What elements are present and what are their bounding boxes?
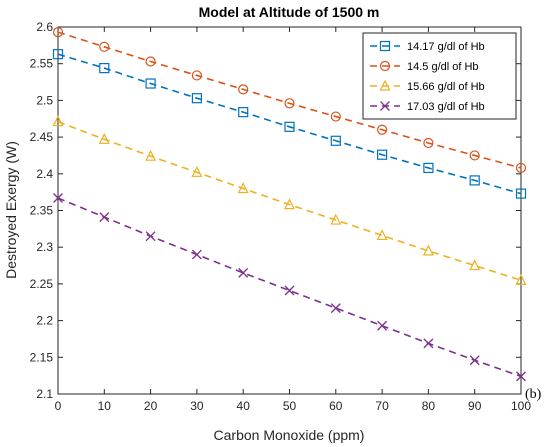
data-point <box>423 137 434 149</box>
data-point <box>284 285 295 296</box>
data-point <box>237 182 249 194</box>
data-point <box>377 124 388 135</box>
x-tick-label: 70 <box>375 399 389 413</box>
data-point <box>98 132 110 144</box>
series-layer <box>52 27 527 382</box>
data-point <box>376 229 388 241</box>
y-axis-label: Destroyed Exergy (W) <box>3 141 19 279</box>
series-line <box>57 120 522 281</box>
data-point <box>191 70 202 81</box>
legend-marker <box>379 40 391 52</box>
series-2 <box>52 27 527 174</box>
y-tick-label: 2.3 <box>36 240 53 254</box>
data-point <box>516 371 526 382</box>
x-tick-label: 80 <box>422 399 436 413</box>
y-tick-label: 2.2 <box>36 314 53 328</box>
legend-label: 17.03 g/dl of Hb <box>407 101 485 113</box>
data-point <box>191 249 202 260</box>
data-point <box>330 213 342 225</box>
data-point <box>99 41 110 52</box>
y-tick-label: 2.35 <box>30 204 54 218</box>
data-point <box>238 107 249 118</box>
legend-label: 15.66 g/dl of Hb <box>407 81 485 93</box>
legend-marker <box>380 101 390 111</box>
axis-ticks: 0 10 20 30 40 50 60 70 80 90 100 2.1 2.15 2.2 2.25 2.3 2… <box>30 20 532 413</box>
legend-marker <box>379 60 391 72</box>
x-tick-label: 30 <box>190 399 204 413</box>
data-point <box>284 121 295 132</box>
data-point <box>330 111 341 122</box>
data-point <box>469 259 481 271</box>
data-point <box>330 303 341 314</box>
x-tick-label: 100 <box>511 399 531 413</box>
x-tick-label: 60 <box>329 399 343 413</box>
x-tick-label: 0 <box>55 399 62 413</box>
x-tick-label: 90 <box>468 399 482 413</box>
y-tick-label: 2.5 <box>36 93 53 107</box>
x-tick-label: 10 <box>98 399 112 413</box>
data-point <box>52 27 64 38</box>
data-point <box>52 115 64 127</box>
panel-annotation: (b) <box>525 387 542 402</box>
series-line <box>57 31 522 169</box>
data-point <box>284 198 295 210</box>
series-3 <box>52 115 527 285</box>
data-point <box>99 212 110 223</box>
data-point <box>238 84 249 95</box>
data-point <box>191 165 203 177</box>
chart-title: Model at Altitude of 1500 m <box>199 4 380 20</box>
data-point <box>423 338 434 349</box>
data-point <box>469 175 480 186</box>
data-point <box>377 320 388 331</box>
data-point <box>53 193 63 203</box>
y-tick-label: 2.1 <box>36 387 53 401</box>
data-point <box>145 78 156 89</box>
data-point <box>145 231 156 242</box>
y-tick-label: 2.45 <box>30 130 54 144</box>
x-axis-label: Carbon Monoxide (ppm) <box>214 427 365 443</box>
legend-label: 14.5 g/dl of Hb <box>407 61 479 73</box>
data-point <box>515 273 527 285</box>
data-point <box>377 149 388 160</box>
data-point <box>330 135 341 146</box>
x-tick-label: 20 <box>144 399 158 413</box>
data-point <box>423 162 434 174</box>
data-point <box>191 93 202 104</box>
y-tick-label: 2.15 <box>30 350 54 364</box>
y-tick-label: 2.25 <box>30 277 54 291</box>
x-tick-label: 40 <box>237 399 251 413</box>
data-point <box>52 49 64 60</box>
series-line <box>57 53 522 195</box>
data-point <box>145 56 156 67</box>
data-point <box>238 267 249 278</box>
x-tick-label: 50 <box>283 399 297 413</box>
legend: 14.17 g/dl of Hb 14.5 g/dl of Hb 15.66 g/d… <box>362 32 517 120</box>
data-point <box>515 188 527 199</box>
series-line <box>57 197 522 378</box>
data-point <box>99 63 110 74</box>
data-point <box>145 149 157 161</box>
data-point <box>469 355 480 366</box>
y-tick-label: 2.55 <box>30 57 54 71</box>
legend-marker <box>379 79 391 91</box>
data-point <box>422 244 434 256</box>
data-point <box>284 98 295 109</box>
series-4 <box>53 193 526 382</box>
legend-label: 14.17 g/dl of Hb <box>407 41 485 53</box>
data-point <box>515 162 527 174</box>
legend-box <box>362 32 517 120</box>
data-point <box>469 150 480 161</box>
series-1 <box>52 49 527 199</box>
y-tick-label: 2.6 <box>36 20 53 34</box>
y-tick-label: 2.4 <box>36 167 53 181</box>
